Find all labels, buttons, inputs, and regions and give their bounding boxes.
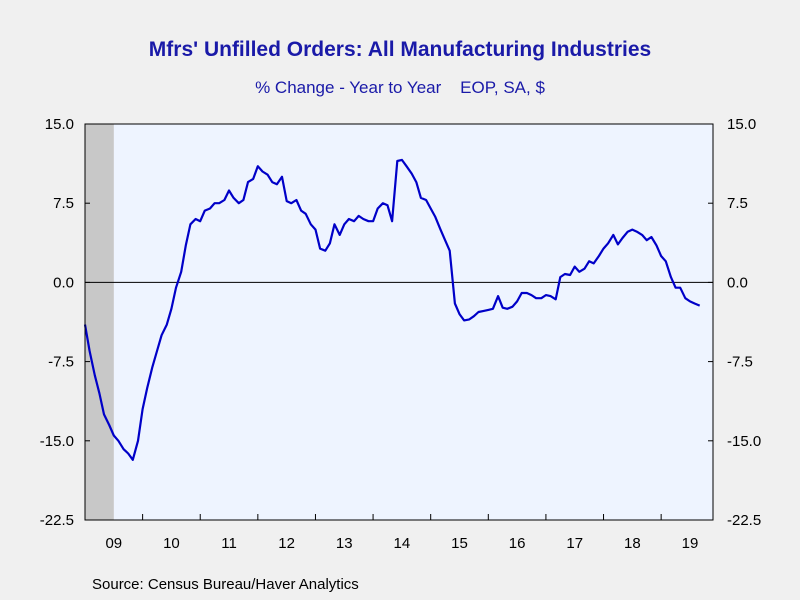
- y-tick-label-right: -7.5: [727, 354, 753, 371]
- y-tick-label-left: 0.0: [53, 274, 74, 291]
- plot-area: [85, 124, 713, 520]
- y-tick-label-right: -15.0: [727, 433, 761, 450]
- x-tick-label: 17: [566, 535, 583, 552]
- y-tick-label-left: -7.5: [48, 354, 74, 371]
- y-tick-label-left: 15.0: [45, 116, 74, 133]
- plot-border: [84, 123, 714, 521]
- y-tick-label-left: 7.5: [53, 195, 74, 212]
- axis-ticks: 15.0 15.0 7.5 7.5 0.0 0.0 -7.5 -7.5 -15.0 -15.0 -2…: [40, 116, 761, 552]
- x-tick-label: 19: [682, 535, 699, 552]
- y-tick-label-left: -22.5: [40, 512, 74, 529]
- y-tick-label-left: -15.0: [40, 433, 74, 450]
- x-tick-label: 18: [624, 535, 641, 552]
- y-tick-label-right: 0.0: [727, 274, 748, 291]
- y-tick-label-right: 15.0: [727, 116, 756, 133]
- recession-shade: [85, 124, 114, 520]
- y-tick-label-right: -22.5: [727, 512, 761, 529]
- y-tick-label-right: 7.5: [727, 195, 748, 212]
- x-tick-label: 16: [509, 535, 526, 552]
- x-tick-label: 13: [336, 535, 353, 552]
- x-tick-label: 12: [278, 535, 295, 552]
- x-tick-label: 09: [105, 535, 122, 552]
- chart-subtitle: % Change - Year to Year EOP, SA, $: [255, 78, 545, 97]
- chart-title: Mfrs' Unfilled Orders: All Manufacturing…: [148, 38, 652, 61]
- x-tick-label: 10: [163, 535, 180, 552]
- source-note: Source: Census Bureau/Haver Analytics: [92, 576, 359, 593]
- x-tick-label: 15: [451, 535, 468, 552]
- x-tick-label: 11: [221, 535, 237, 552]
- x-tick-label: 14: [394, 535, 411, 552]
- series-line: [83, 158, 701, 461]
